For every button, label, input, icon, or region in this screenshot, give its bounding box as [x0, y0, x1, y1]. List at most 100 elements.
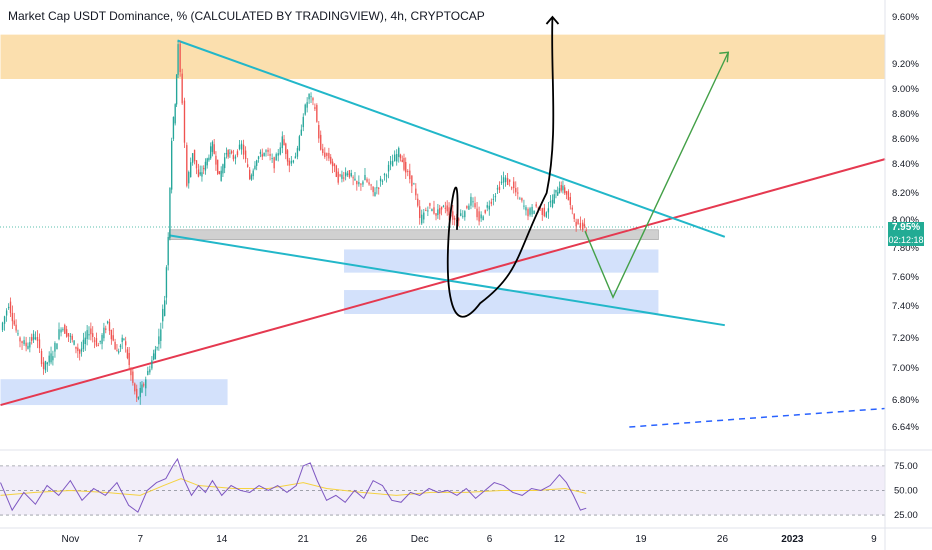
candle-body [407, 170, 409, 172]
candle-body [69, 335, 72, 337]
candle-body [352, 177, 354, 179]
candle-body [210, 146, 212, 159]
candle-body [427, 210, 429, 212]
candle-body [257, 156, 260, 160]
candle-body [437, 209, 439, 216]
candle-body [132, 371, 134, 383]
candle-body [211, 141, 214, 152]
candle-body [229, 152, 231, 154]
candle-body [93, 340, 96, 342]
candle-body [283, 139, 285, 145]
candle-body [545, 212, 548, 217]
candle-body [296, 148, 299, 157]
candle-body [577, 219, 579, 225]
candle-body [25, 342, 27, 347]
hand-drawn-arrowhead [545, 15, 560, 25]
candle-body [350, 173, 352, 177]
candle-body [36, 337, 39, 341]
candle-body [46, 362, 48, 365]
time-tick-label: Nov [61, 534, 79, 545]
candle-body [409, 170, 411, 180]
candle-body [417, 198, 419, 206]
candle-body [23, 340, 25, 345]
time-tick-label: Dec [411, 534, 429, 545]
candle-body [476, 208, 478, 218]
candle-body [302, 116, 304, 128]
candle-body [370, 184, 372, 186]
candle-body [425, 210, 427, 212]
rsi-line [0, 457, 587, 513]
candle-body [252, 170, 254, 177]
candle-body [498, 186, 501, 190]
candle-body [322, 148, 324, 154]
candle-body [565, 191, 568, 195]
candle-body [446, 205, 448, 212]
candle-body [44, 360, 47, 371]
candle-body [525, 207, 527, 211]
dashed-trendline [629, 407, 886, 428]
candle-body [143, 384, 145, 386]
candle-body [288, 160, 290, 166]
candle-body [398, 148, 400, 157]
price-tick-label: 8.20% [892, 188, 919, 199]
candle-body [304, 104, 306, 115]
candle-body [188, 171, 190, 184]
candle-body [242, 144, 245, 155]
candle-body [15, 324, 17, 331]
rsi-tick-label: 75.00 [894, 461, 918, 472]
candle-body [206, 158, 208, 166]
candle-body [119, 345, 122, 348]
candle-body [429, 203, 431, 206]
candle-body [396, 154, 398, 162]
candle-body [105, 328, 107, 330]
candle-body [86, 330, 88, 340]
candle-body [42, 362, 45, 370]
candle-body [502, 177, 505, 183]
candle-body [160, 329, 162, 341]
candle-body [431, 209, 433, 211]
candle-body [116, 350, 118, 352]
candle-body [529, 208, 531, 215]
candle-body [156, 347, 158, 349]
candle-body [494, 196, 497, 198]
candle-body [199, 172, 201, 175]
candle-body [567, 191, 570, 201]
candle-body [306, 102, 308, 108]
candle-body [444, 207, 447, 209]
candle-body [110, 330, 113, 340]
candle-body [343, 177, 345, 179]
candle-body [263, 152, 265, 156]
candle-body [294, 156, 297, 159]
candle-body [108, 322, 111, 331]
candle-body [145, 379, 147, 389]
candle-body [97, 345, 99, 347]
channel-lower-line [169, 234, 725, 327]
candle-body [179, 43, 181, 73]
candle-body [462, 215, 464, 217]
candle-body [95, 338, 98, 346]
candle-body [579, 222, 582, 228]
time-tick-label: 9 [871, 534, 877, 545]
price-tick-label: 8.60% [892, 134, 919, 145]
candle-body [346, 173, 349, 176]
time-tick-label: 2023 [781, 534, 804, 545]
candle-body [298, 136, 301, 151]
candle-body [13, 320, 15, 325]
candle-body [203, 168, 205, 170]
drawing-zones [0, 34, 885, 406]
candle-body [128, 352, 130, 366]
candle-body [223, 157, 226, 169]
support-zone-2 [344, 249, 659, 273]
support-zone-3 [344, 290, 659, 314]
channel-upper-line [177, 39, 726, 238]
candle-body [279, 147, 281, 155]
price-tick-label: 8.00% [892, 215, 919, 226]
candle-body [366, 179, 368, 182]
candle-body [326, 153, 328, 156]
candle-body [308, 93, 310, 100]
candle-body [543, 207, 545, 217]
candle-body [549, 201, 552, 203]
candle-body [201, 172, 203, 177]
